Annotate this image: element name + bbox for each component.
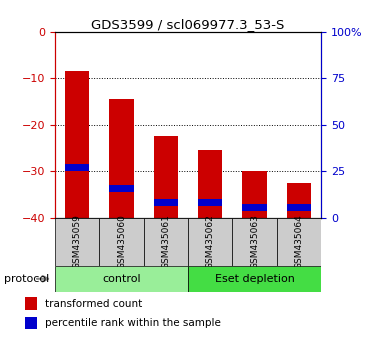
Text: GSM435064: GSM435064: [294, 214, 304, 269]
Bar: [287, 204, 311, 211]
Bar: [25, 317, 36, 330]
Bar: [154, 199, 178, 206]
Text: percentile rank within the sample: percentile rank within the sample: [46, 319, 221, 329]
Bar: [154, 136, 178, 218]
Text: transformed count: transformed count: [46, 299, 143, 309]
Bar: [65, 72, 89, 218]
Text: GSM435063: GSM435063: [250, 214, 259, 269]
Bar: [277, 218, 321, 266]
Bar: [287, 183, 311, 218]
Bar: [188, 218, 233, 266]
Text: GSM435059: GSM435059: [73, 214, 82, 269]
Bar: [55, 218, 100, 266]
Bar: [242, 204, 267, 211]
Bar: [144, 218, 188, 266]
Bar: [65, 164, 89, 171]
Bar: [188, 266, 321, 292]
Text: protocol: protocol: [4, 274, 49, 284]
Bar: [242, 171, 267, 218]
Bar: [233, 218, 277, 266]
Text: GSM435061: GSM435061: [162, 214, 171, 269]
Bar: [55, 266, 188, 292]
Text: control: control: [102, 274, 141, 284]
Text: GSM435060: GSM435060: [117, 214, 126, 269]
Bar: [198, 150, 222, 218]
Bar: [100, 218, 144, 266]
Title: GDS3599 / scl069977.3_53-S: GDS3599 / scl069977.3_53-S: [92, 18, 285, 31]
Text: GSM435062: GSM435062: [206, 214, 215, 269]
Bar: [198, 199, 222, 206]
Text: Eset depletion: Eset depletion: [215, 274, 294, 284]
Bar: [25, 297, 36, 310]
Bar: [109, 99, 134, 218]
Bar: [109, 185, 134, 192]
